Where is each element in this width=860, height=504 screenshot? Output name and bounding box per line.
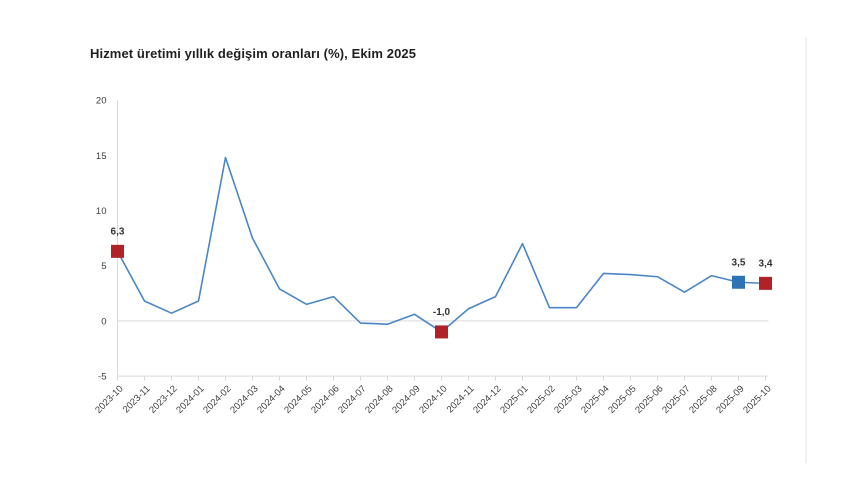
x-axis-tick-label: 2025-01 [498,383,530,415]
y-axis-tick-label: 15 [96,151,107,162]
x-axis-tick-label: 2024-05 [282,383,314,415]
y-axis-tick-label: 5 [101,261,106,272]
x-axis-tick-label: 2023-12 [147,383,179,415]
y-axis-tick-label: 0 [101,316,106,327]
data-label: 3,5 [732,257,746,268]
x-axis-tick-label: 2025-04 [579,383,611,415]
y-axis-tick-label: 10 [96,206,107,217]
x-axis-tick-label: 2024-04 [255,383,287,415]
x-axis-tick-label: 2025-09 [714,383,746,415]
data-marker [435,325,448,339]
x-axis-tick-label: 2024-07 [336,383,368,415]
data-marker [732,275,745,289]
x-axis-tick-label: 2024-10 [417,383,449,415]
x-axis-tick-label: 2025-06 [633,383,665,415]
data-label: -1,0 [433,307,451,318]
x-axis-tick-label: 2023-11 [121,383,153,415]
x-axis-tick-label: 2023-10 [93,383,125,415]
x-axis-tick-label: 2024-11 [445,383,477,415]
x-axis-tick-label: 2025-08 [687,383,719,415]
x-axis-tick-label: 2025-02 [525,383,557,415]
data-marker [111,244,124,258]
x-axis-tick-label: 2025-07 [660,383,692,415]
x-axis-tick-label: 2025-05 [606,383,638,415]
y-axis-tick-label: 20 [96,96,107,107]
x-axis-tick-label: 2024-12 [471,383,503,415]
series-line [116,156,766,333]
x-axis-tick-label: 2024-03 [228,383,260,415]
x-axis-tick-label: 2024-06 [309,383,341,415]
x-axis-tick-label: 2024-09 [390,383,422,415]
x-axis-tick-label: 2025-03 [552,383,584,415]
x-axis-tick-label: 2024-08 [363,383,395,415]
x-axis-tick-label: 2024-01 [174,383,206,415]
chart-title: Hizmet üretimi yıllık değişim oranları (… [90,46,417,61]
data-label: 3,4 [759,258,773,269]
data-marker [759,276,772,290]
y-axis-tick-label: -5 [98,372,106,383]
x-axis-tick-label: 2025-10 [741,383,773,415]
data-label: 6,3 [111,226,125,237]
x-axis-tick-label: 2024-02 [201,383,233,415]
